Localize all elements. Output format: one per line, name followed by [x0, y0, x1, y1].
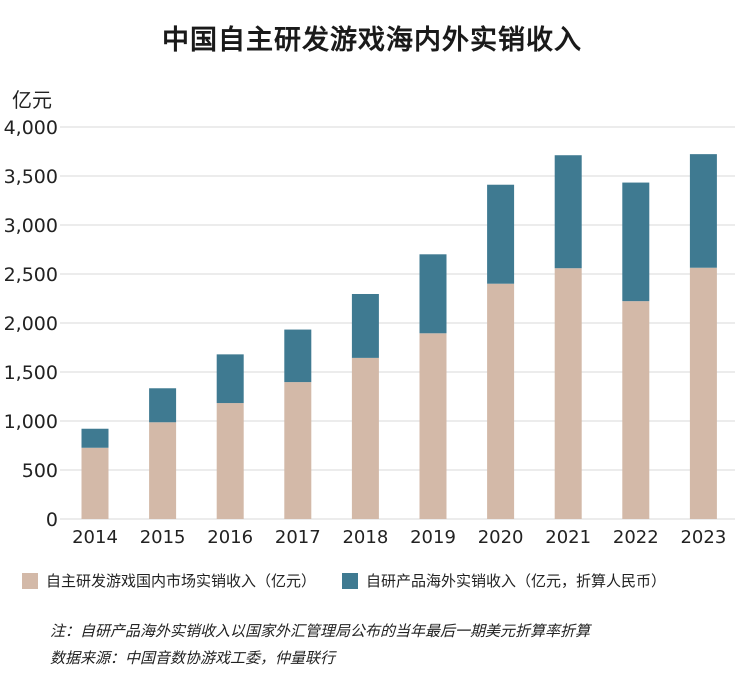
y-tick-label: 1,500: [4, 362, 58, 384]
bar-overseas: [149, 388, 177, 423]
y-tick-label: 3,000: [4, 215, 58, 237]
bar-domestic: [419, 333, 447, 519]
x-tick-label: 2019: [410, 527, 456, 548]
bar-overseas: [419, 254, 447, 334]
stacked-bar-chart: 亿元 0 500 1,000 1,500 2,000 2,500 3,000 3,500 4,00…: [4, 88, 735, 548]
x-tick-label: 2020: [478, 527, 524, 548]
bar-overseas: [689, 154, 717, 268]
legend-item-domestic: 自主研发游戏国内市场实销收入（亿元）: [22, 570, 316, 591]
y-tick-label: 0: [46, 509, 58, 531]
legend-swatch-domestic: [22, 572, 38, 589]
x-tick-label: 2017: [275, 527, 321, 548]
bar-domestic: [216, 403, 244, 519]
y-tick-label: 500: [22, 460, 58, 482]
legend: 自主研发游戏国内市场实销收入（亿元） 自研产品海外实销收入（亿元，折算人民币）: [22, 570, 692, 591]
footnote: 注：自研产品海外实销收入以国家外汇管理局公布的当年最后一期美元折算率折算: [50, 622, 591, 640]
legend-item-overseas: 自研产品海外实销收入（亿元，折算人民币）: [342, 570, 666, 591]
bar-overseas: [351, 293, 379, 358]
x-tick-label: 2022: [613, 527, 659, 548]
y-tick-label: 2,000: [4, 313, 58, 335]
x-tick-label: 2015: [140, 527, 186, 548]
x-tick-label: 2014: [72, 527, 118, 548]
bar-overseas: [622, 182, 650, 302]
legend-label-domestic: 自主研发游戏国内市场实销收入（亿元）: [46, 572, 317, 590]
legend-label-overseas: 自研产品海外实销收入（亿元，折算人民币）: [366, 572, 667, 590]
bar-domestic: [149, 422, 177, 519]
y-axis-label: 亿元: [12, 88, 52, 112]
y-tick-label: 3,500: [4, 166, 58, 188]
bar-domestic: [689, 267, 717, 519]
bar-overseas: [284, 329, 312, 383]
x-tick-label: 2016: [207, 527, 253, 548]
bar-overseas: [487, 184, 515, 284]
y-tick-label: 2,500: [4, 264, 58, 286]
legend-swatch-overseas: [342, 572, 359, 589]
x-tick-label: 2021: [545, 527, 591, 548]
bar-domestic: [622, 301, 650, 519]
bar-domestic: [284, 382, 312, 519]
chart-title: 中国自主研发游戏海内外实销收入: [162, 25, 582, 56]
x-tick-label: 2018: [342, 527, 388, 548]
data-source: 数据来源：中国音数协游戏工委，仲量联行: [50, 649, 336, 667]
x-tick-label: 2023: [680, 527, 726, 548]
bar-domestic: [554, 268, 582, 519]
bar-overseas: [554, 155, 582, 269]
bar-domestic: [487, 283, 515, 519]
bar-overseas: [81, 428, 109, 448]
bar-domestic: [81, 447, 109, 519]
bar-domestic: [351, 357, 379, 519]
y-tick-label: 1,000: [4, 411, 58, 433]
y-tick-label: 4,000: [4, 117, 58, 139]
bar-overseas: [216, 354, 244, 404]
